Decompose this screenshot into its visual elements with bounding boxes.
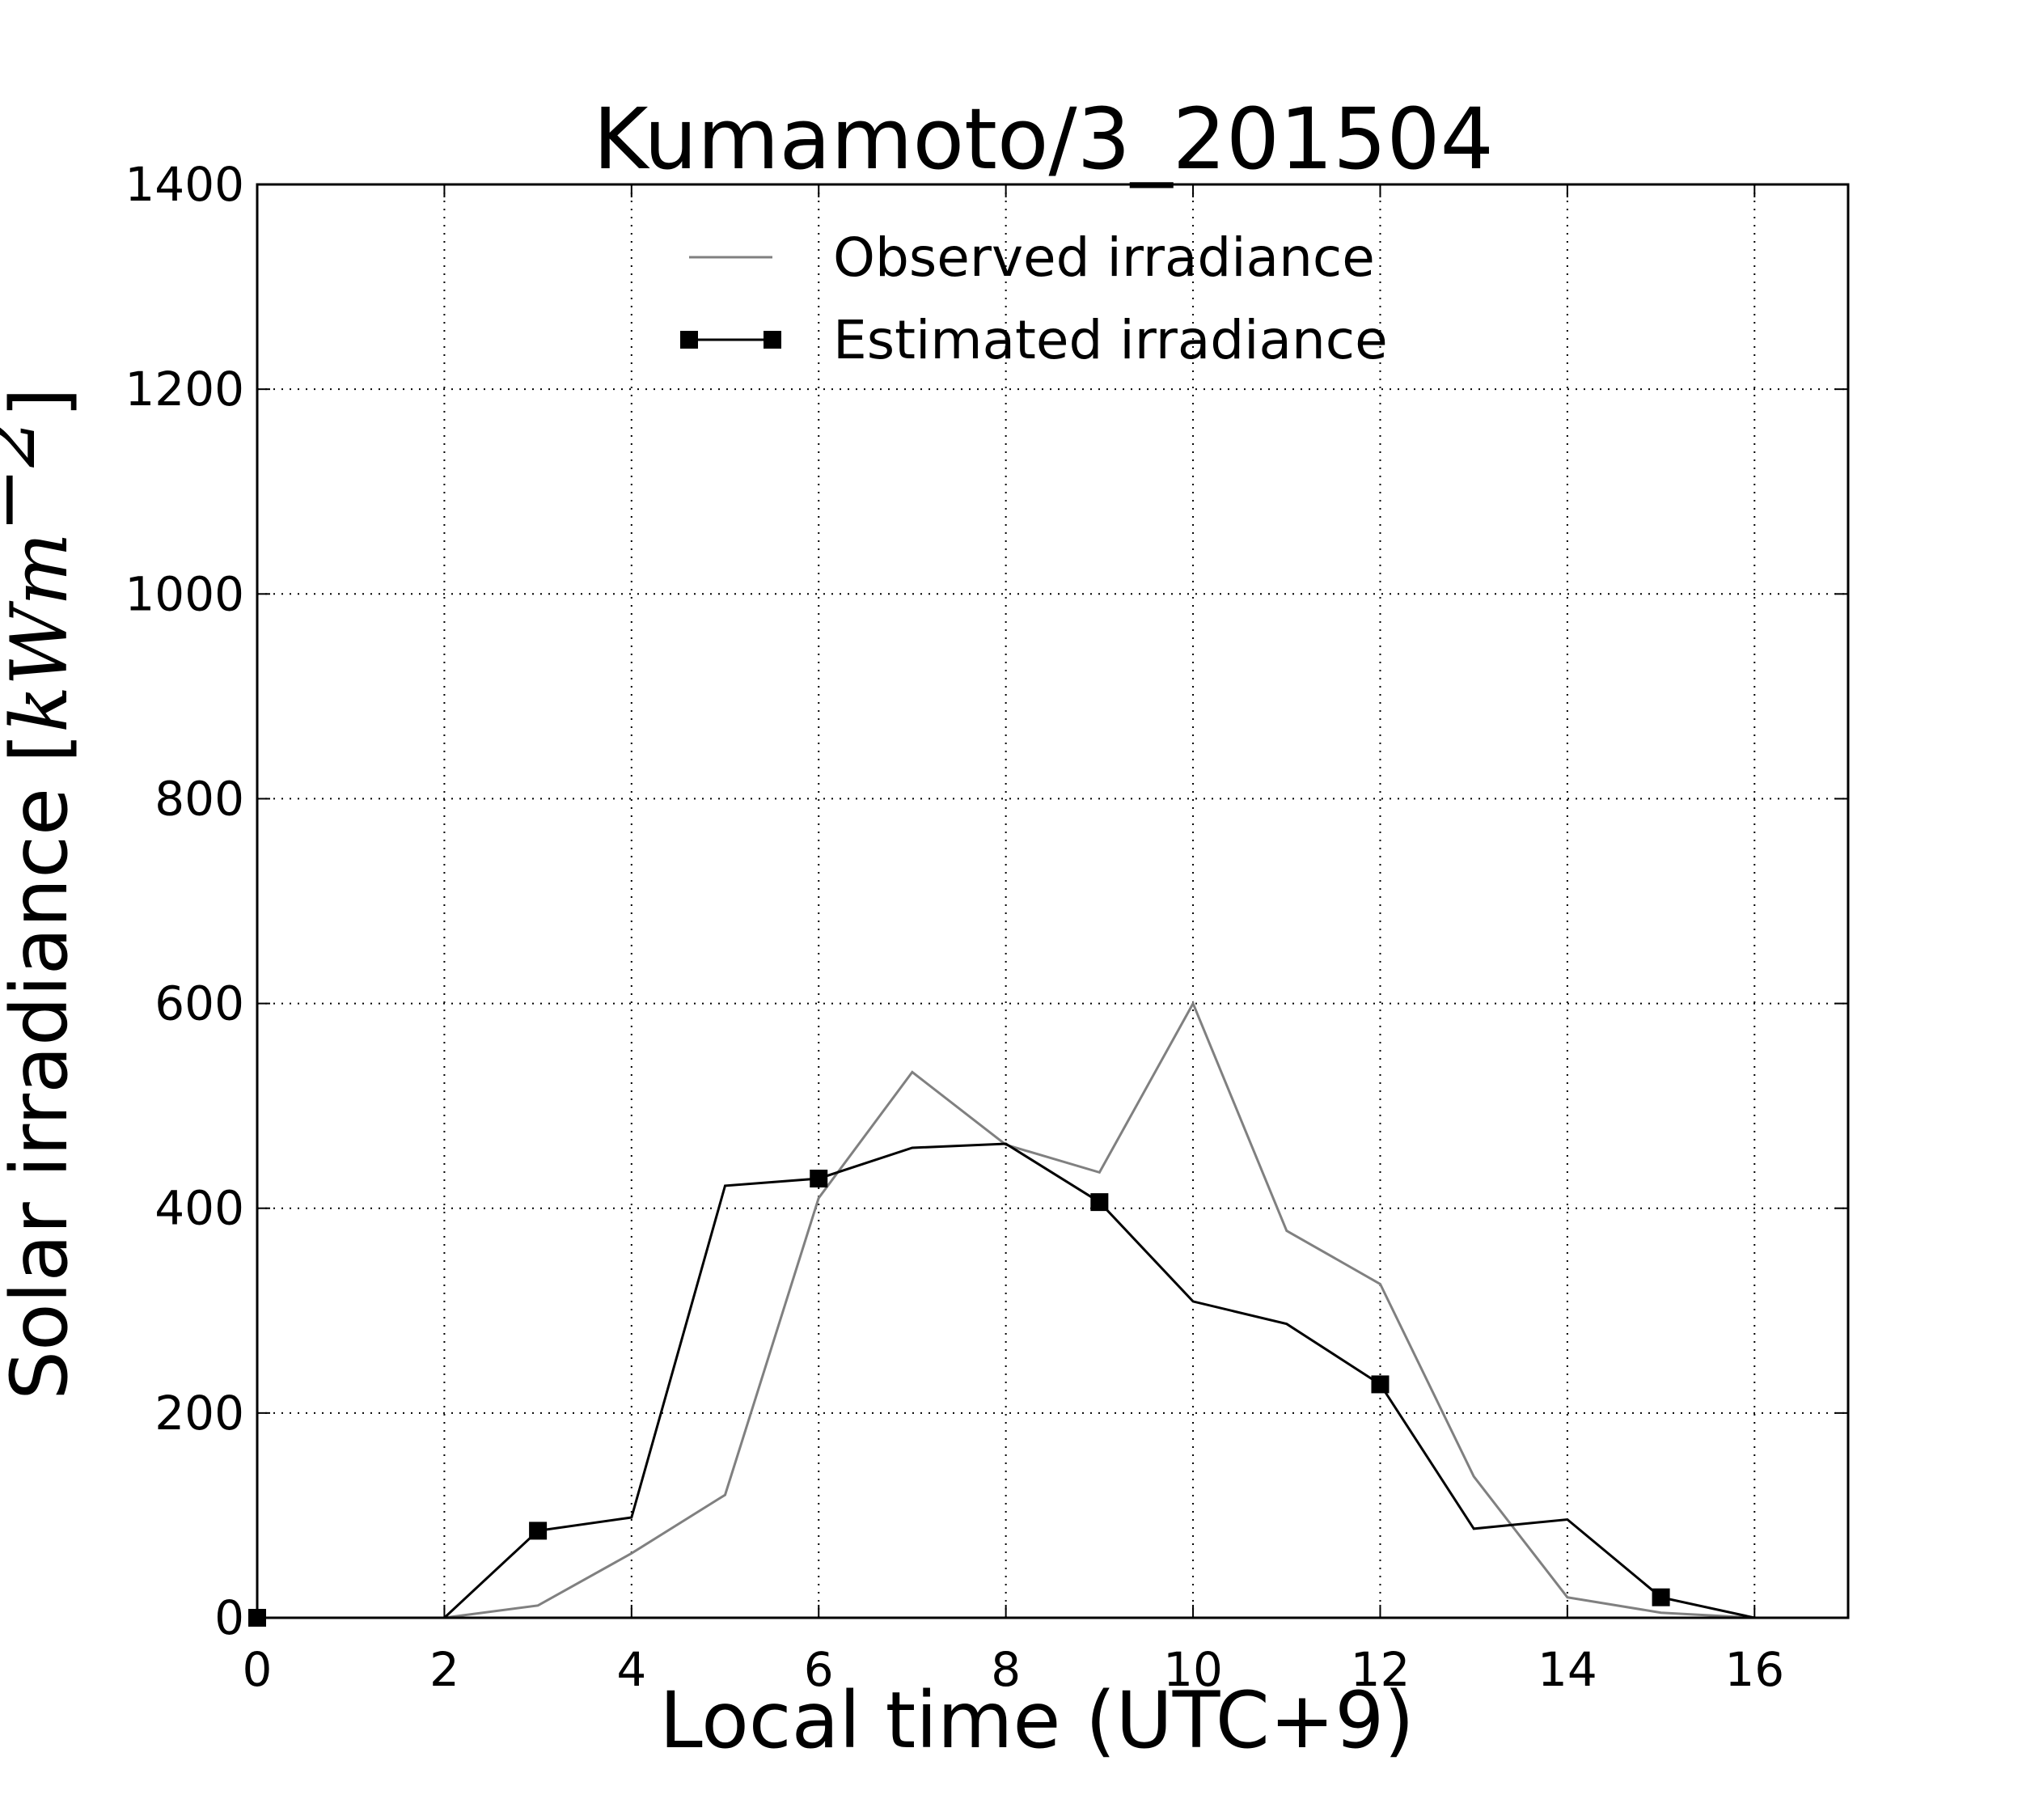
x-tick-label: 6 — [804, 1642, 834, 1697]
x-tick-label: 0 — [243, 1642, 273, 1697]
legend-swatch-marker — [764, 331, 781, 349]
x-tick-label: 16 — [1724, 1642, 1784, 1697]
y-tick-label: 600 — [154, 976, 244, 1031]
estimated-marker — [529, 1522, 548, 1540]
y-axis-label-text: Solar irradiance [ — [0, 733, 85, 1400]
y-tick-label: 400 — [154, 1181, 244, 1236]
svg-text:Solar irradiance [kWm−2]: Solar irradiance [kWm−2] — [0, 387, 85, 1400]
estimated-marker — [1371, 1375, 1390, 1394]
chart-title: Kumamoto/3_201504 — [593, 90, 1494, 188]
y-tick-label: 1200 — [125, 362, 244, 417]
x-axis-label: Local time (UTC+9) — [659, 1675, 1414, 1766]
legend: Observed irradiance Estimated irradiance — [680, 226, 1388, 371]
y-axis-label-close: ] — [0, 387, 85, 417]
y-axis-label-exponent: −2 — [0, 418, 53, 533]
axis-ticks: 0 2 4 6 8 10 12 14 16 0 200 400 600 800 1000 1200 1400 — [125, 157, 1848, 1697]
y-tick-label: 800 — [154, 771, 244, 826]
x-tick-label: 2 — [429, 1642, 459, 1697]
y-axis-label-unit: kWm — [0, 532, 85, 733]
legend-label: Estimated irradiance — [833, 309, 1388, 371]
estimated-marker — [1090, 1193, 1109, 1212]
estimated-marker — [810, 1170, 828, 1188]
y-tick-label: 1400 — [125, 157, 244, 212]
x-tick-label: 8 — [991, 1642, 1021, 1697]
y-tick-label: 200 — [154, 1386, 244, 1441]
series-line-estimated — [257, 1142, 1848, 1619]
plot-frame — [256, 183, 1850, 1619]
y-tick-label: 0 — [214, 1590, 244, 1645]
legend-label: Observed irradiance — [833, 226, 1375, 289]
y-tick-label: 1000 — [125, 566, 244, 621]
x-tick-label: 14 — [1538, 1642, 1597, 1697]
x-tick-label: 10 — [1163, 1642, 1223, 1697]
estimated-marker — [1652, 1588, 1670, 1606]
x-tick-label: 4 — [616, 1642, 646, 1697]
series-line-observed — [257, 1001, 1848, 1619]
legend-swatch-marker — [680, 331, 698, 349]
x-tick-label: 12 — [1351, 1642, 1411, 1697]
y-axis-label: Solar irradiance [kWm−2] — [0, 387, 85, 1400]
